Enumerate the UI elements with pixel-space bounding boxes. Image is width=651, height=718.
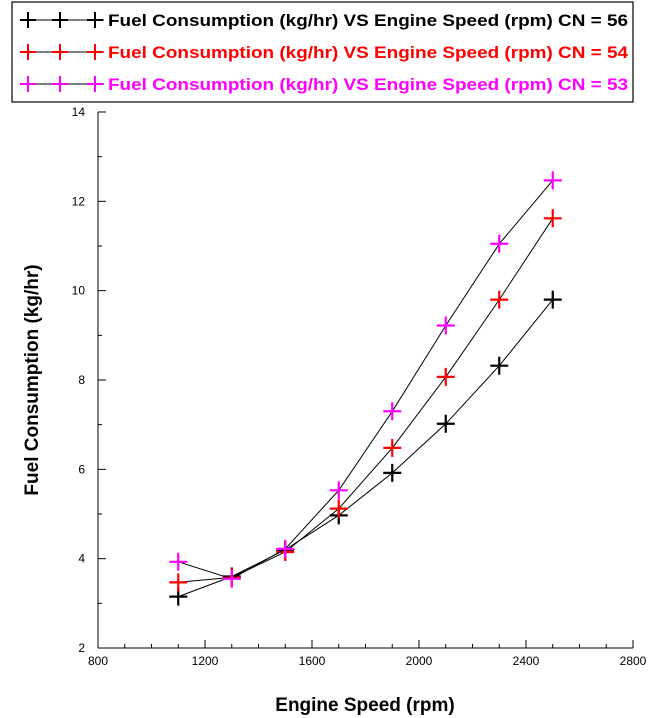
y-tick-label: 8	[78, 373, 85, 387]
y-tick-label: 2	[78, 641, 85, 655]
legend-entry-3: Fuel Consumption (kg/hr) VS Engine Speed…	[20, 75, 628, 94]
legend-entry-1: Fuel Consumption (kg/hr) VS Engine Speed…	[20, 11, 628, 30]
y-tick-label: 6	[78, 462, 85, 476]
y-tick-label: 10	[72, 284, 86, 298]
series-line	[178, 299, 554, 598]
legend-marker	[52, 44, 68, 60]
data-point-marker	[169, 552, 188, 571]
data-point-marker	[329, 481, 348, 500]
legend-label: Fuel Consumption (kg/hr) VS Engine Speed…	[108, 11, 628, 30]
data-point-marker	[169, 573, 188, 592]
series-line	[178, 218, 554, 583]
legend-marker	[87, 44, 103, 60]
legend-label: Fuel Consumption (kg/hr) VS Engine Speed…	[108, 43, 629, 62]
series-layer	[169, 171, 562, 606]
legend-marker	[52, 76, 68, 92]
data-point-marker	[543, 209, 562, 228]
x-tick-label: 1600	[299, 654, 326, 668]
y-tick-label: 14	[72, 105, 86, 119]
data-point-marker	[383, 463, 402, 482]
x-tick-label: 2800	[620, 654, 647, 668]
x-tick-label: 2400	[513, 654, 540, 668]
y-tick-label: 4	[78, 552, 85, 566]
series-line	[178, 179, 554, 580]
legend-box	[11, 1, 634, 103]
data-point-marker	[329, 499, 348, 518]
legend-marker	[87, 76, 103, 92]
data-point-marker	[383, 402, 402, 421]
x-tick-label: 800	[88, 654, 108, 668]
x-tick-label: 1200	[192, 654, 219, 668]
legend-label: Fuel Consumption (kg/hr) VS Engine Speed…	[108, 75, 628, 94]
legend-marker	[20, 76, 36, 92]
y-axis-title: Fuel Consumption (kg/hr)	[22, 264, 43, 495]
x-axis-title: Engine Speed (rpm)	[275, 695, 454, 716]
data-point-marker	[383, 438, 402, 457]
legend-marker	[87, 12, 103, 28]
data-point-marker	[490, 290, 509, 309]
x-tick-label: 2000	[406, 654, 433, 668]
data-point-marker	[543, 290, 562, 309]
series-1	[169, 290, 562, 606]
series-3	[169, 171, 562, 588]
data-point-marker	[222, 569, 241, 588]
data-point-marker	[436, 316, 455, 335]
y-tick-label: 12	[72, 194, 86, 208]
legend-marker	[20, 44, 36, 60]
legend: Fuel Consumption (kg/hr) VS Engine Speed…	[20, 11, 629, 94]
data-point-marker	[490, 234, 509, 253]
series-2	[169, 209, 562, 592]
legend-marker	[20, 12, 36, 28]
data-point-marker	[490, 356, 509, 375]
data-point-marker	[436, 367, 455, 386]
data-point-marker	[276, 539, 295, 558]
legend-entry-2: Fuel Consumption (kg/hr) VS Engine Speed…	[20, 43, 629, 62]
legend-marker	[52, 12, 68, 28]
x-ticks: 800 1200 1600 2000 2400 2800	[88, 640, 647, 668]
data-point-marker	[543, 171, 562, 190]
y-ticks: 2 4 6 8 10 12 14	[72, 105, 106, 655]
data-point-marker	[436, 414, 455, 433]
